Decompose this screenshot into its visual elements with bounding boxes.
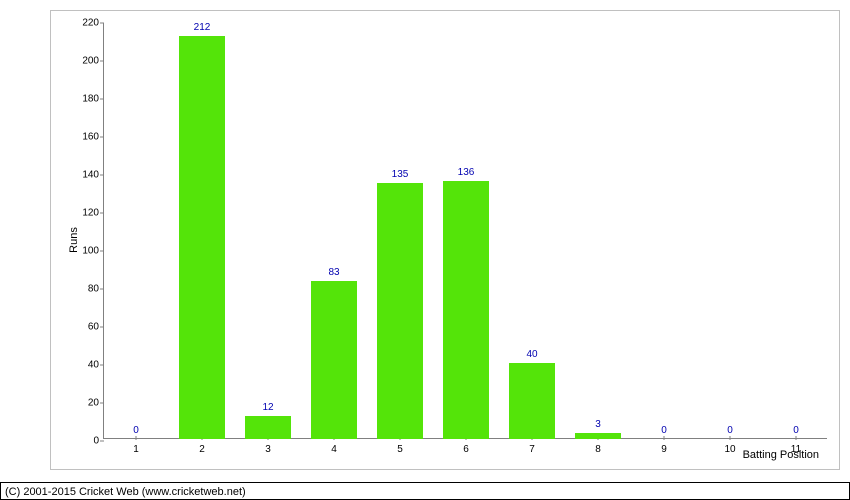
y-tick-label: 120: [79, 208, 99, 219]
bar: [245, 416, 291, 439]
x-tick-label: 1: [133, 444, 139, 455]
chart-container: Runs Batting Position 020406080100120140…: [50, 10, 840, 470]
x-tick-label: 9: [661, 444, 667, 455]
bar-value-label: 0: [661, 425, 667, 436]
y-tick-label: 0: [79, 436, 99, 447]
bar-value-label: 0: [727, 425, 733, 436]
bar: [311, 281, 357, 439]
bar-value-label: 212: [194, 22, 211, 33]
y-tick-label: 200: [79, 56, 99, 67]
y-tick-label: 40: [79, 360, 99, 371]
y-tick-label: 80: [79, 284, 99, 295]
y-tick-label: 180: [79, 94, 99, 105]
bar-value-label: 40: [526, 349, 537, 360]
x-tick-label: 7: [529, 444, 535, 455]
y-tick-label: 60: [79, 322, 99, 333]
bar-value-label: 3: [595, 419, 601, 430]
x-tick-label: 4: [331, 444, 337, 455]
x-tick-label: 2: [199, 444, 205, 455]
bar-value-label: 12: [262, 402, 273, 413]
x-tick-label: 5: [397, 444, 403, 455]
bar-value-label: 0: [133, 425, 139, 436]
x-tick-label: 3: [265, 444, 271, 455]
y-tick-label: 160: [79, 132, 99, 143]
bar: [377, 183, 423, 440]
bar: [575, 433, 621, 439]
copyright-text: (C) 2001-2015 Cricket Web (www.cricketwe…: [5, 486, 246, 498]
bar-value-label: 135: [392, 169, 409, 180]
y-tick-label: 100: [79, 246, 99, 257]
bar: [443, 181, 489, 439]
y-tick-label: 220: [79, 18, 99, 29]
x-tick-label: 11: [791, 444, 801, 455]
bar-value-label: 83: [328, 267, 339, 278]
x-tick-label: 8: [595, 444, 601, 455]
bar: [509, 363, 555, 439]
bar-value-label: 0: [793, 425, 799, 436]
copyright-footer: (C) 2001-2015 Cricket Web (www.cricketwe…: [0, 482, 850, 500]
x-tick-label: 6: [463, 444, 469, 455]
bar-value-label: 136: [458, 167, 475, 178]
y-tick-label: 140: [79, 170, 99, 181]
bar: [179, 36, 225, 439]
x-tick-label: 10: [724, 444, 735, 455]
x-axis-label: Batting Position: [743, 449, 819, 461]
y-tick-label: 20: [79, 398, 99, 409]
